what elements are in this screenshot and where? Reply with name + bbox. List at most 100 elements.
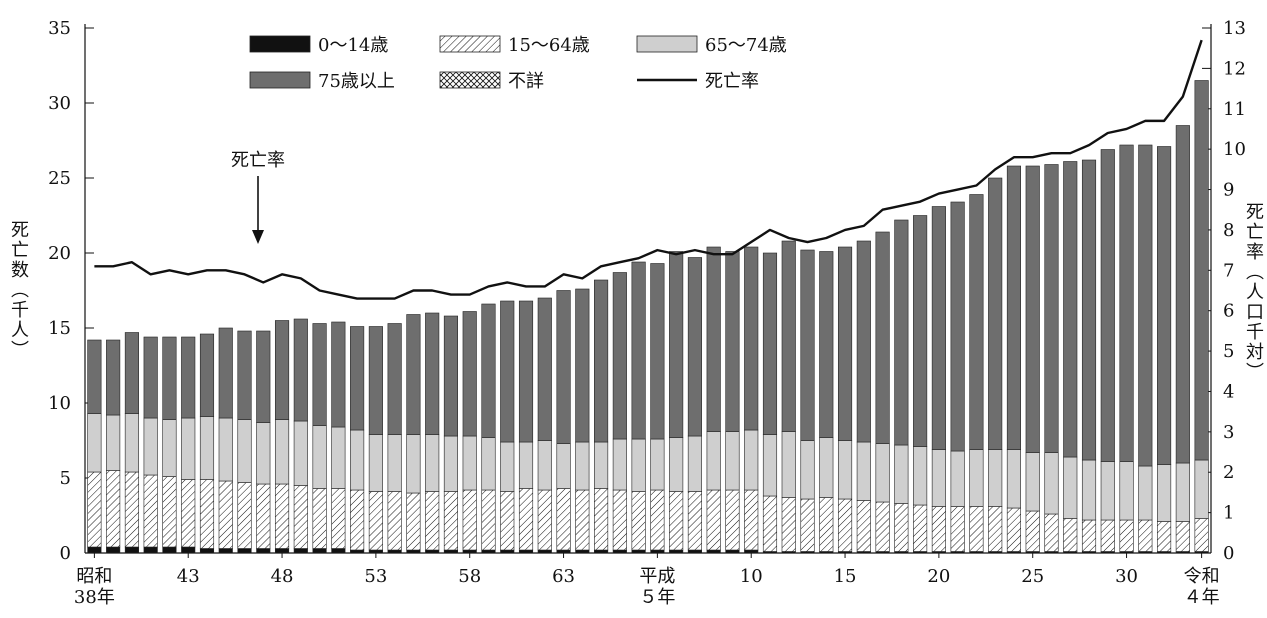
axis-title-char: 対 xyxy=(1246,342,1264,363)
bar-segment xyxy=(331,321,346,428)
bar-segment xyxy=(1175,125,1190,464)
bar-segment xyxy=(1025,510,1040,552)
bar-segment xyxy=(556,290,571,444)
x-tick-label: 10 xyxy=(740,566,763,587)
x-tick-label: 30 xyxy=(1115,566,1138,587)
bar-segment xyxy=(931,449,946,507)
bar-segment xyxy=(913,446,928,506)
bar-segment xyxy=(368,326,383,435)
right-tick-label: 8 xyxy=(1223,220,1234,241)
right-tick-label: 13 xyxy=(1223,18,1246,39)
bar-segment xyxy=(237,419,252,483)
bar-segment xyxy=(331,426,346,489)
bar-segment xyxy=(1157,521,1172,552)
bar-segment xyxy=(293,485,308,549)
bar-segment xyxy=(350,429,365,491)
axes: 05101520253035012345678910111213死亡数︵千人︶死… xyxy=(11,18,1264,608)
bar-segment xyxy=(143,474,158,548)
bar-segment xyxy=(162,419,177,477)
bar-segment xyxy=(256,330,271,423)
bar-segment xyxy=(143,546,158,554)
x-tick-label: 25 xyxy=(1021,566,1044,587)
left-tick-label: 35 xyxy=(48,18,71,39)
legend-label: 75歳以上 xyxy=(318,71,395,92)
bar-segment xyxy=(631,491,646,551)
bar-segment xyxy=(106,470,121,548)
bar-segment xyxy=(1100,149,1115,462)
bar-segment xyxy=(762,252,778,435)
bar-segment xyxy=(1081,159,1097,461)
bar-segment xyxy=(443,491,459,551)
axis-title-char: ︶ xyxy=(1246,362,1264,383)
bar-segment xyxy=(762,495,778,552)
death-rate-line-group xyxy=(94,39,1203,300)
bar-segment xyxy=(612,438,627,491)
bar-segment xyxy=(612,549,627,554)
bar-segment xyxy=(631,549,646,554)
bar-segment xyxy=(875,443,890,503)
legend-item: 死亡率 xyxy=(637,71,759,92)
bar-segment xyxy=(631,261,646,440)
bar-segment xyxy=(856,500,871,552)
axis-title-char: 死 xyxy=(11,220,29,241)
bar-segment xyxy=(913,215,928,447)
bar-segment xyxy=(1138,144,1153,467)
bar-segment xyxy=(274,483,290,549)
legend-item: 不詳 xyxy=(439,71,544,92)
left-tick-label: 25 xyxy=(48,168,71,189)
bar-segment xyxy=(575,441,590,491)
bar-segment xyxy=(481,303,496,438)
bar-segment xyxy=(744,549,759,554)
x-tick-label: 63 xyxy=(552,566,575,587)
left-tick-label: 10 xyxy=(48,393,71,414)
axis-title-char: ︵ xyxy=(11,280,29,301)
right-tick-label: 6 xyxy=(1223,301,1234,322)
legend-swatch xyxy=(439,35,501,53)
right-tick-label: 2 xyxy=(1223,462,1234,483)
bar-segment xyxy=(218,327,233,419)
bar-segment xyxy=(1081,459,1097,521)
bar-segment xyxy=(687,549,702,554)
x-tick-label: 20 xyxy=(927,566,950,587)
bar-segment xyxy=(575,489,590,551)
bar-segment xyxy=(537,297,552,441)
legend-label: 65～74歳 xyxy=(705,35,787,56)
bar-segment xyxy=(1157,464,1172,522)
bar-segment xyxy=(106,414,121,471)
bar-segment xyxy=(537,489,552,551)
bar-segment xyxy=(1119,144,1134,462)
axis-title-char: 亡 xyxy=(1246,222,1264,243)
left-tick-label: 20 xyxy=(48,243,71,264)
bar-segment xyxy=(293,318,308,422)
bar-segment xyxy=(500,300,515,443)
bar-segment xyxy=(406,549,421,554)
right-tick-label: 3 xyxy=(1223,422,1234,443)
legend-swatch xyxy=(636,35,698,53)
legend-label: 0～14歳 xyxy=(318,35,388,56)
bar-segment xyxy=(462,549,477,554)
bar-segment xyxy=(687,257,702,437)
bar-segment xyxy=(762,434,778,497)
bar-segment xyxy=(87,339,102,414)
bar-segment xyxy=(237,548,252,554)
left-tick-label: 30 xyxy=(48,93,71,114)
axis-title-char: 千 xyxy=(1246,322,1264,343)
bar-segment xyxy=(124,471,139,548)
bar-segment xyxy=(875,501,890,552)
x-tick-label: 53 xyxy=(364,566,387,587)
bar-segment xyxy=(462,435,477,491)
legend-item: 15～64歳 xyxy=(439,35,590,56)
bar-segment xyxy=(406,434,421,494)
bar-segment xyxy=(106,339,121,416)
x-tick-label: 48 xyxy=(271,566,294,587)
bar-segment xyxy=(199,479,215,549)
bar-segment xyxy=(800,498,815,552)
bar-segment xyxy=(406,314,421,435)
left-tick-label: 15 xyxy=(48,318,71,339)
legend-item: 0～14歳 xyxy=(249,35,388,56)
x-tick-label: 昭和 xyxy=(76,566,112,587)
right-tick-label: 1 xyxy=(1223,503,1234,524)
x-tick-label: ５年 xyxy=(639,587,675,608)
